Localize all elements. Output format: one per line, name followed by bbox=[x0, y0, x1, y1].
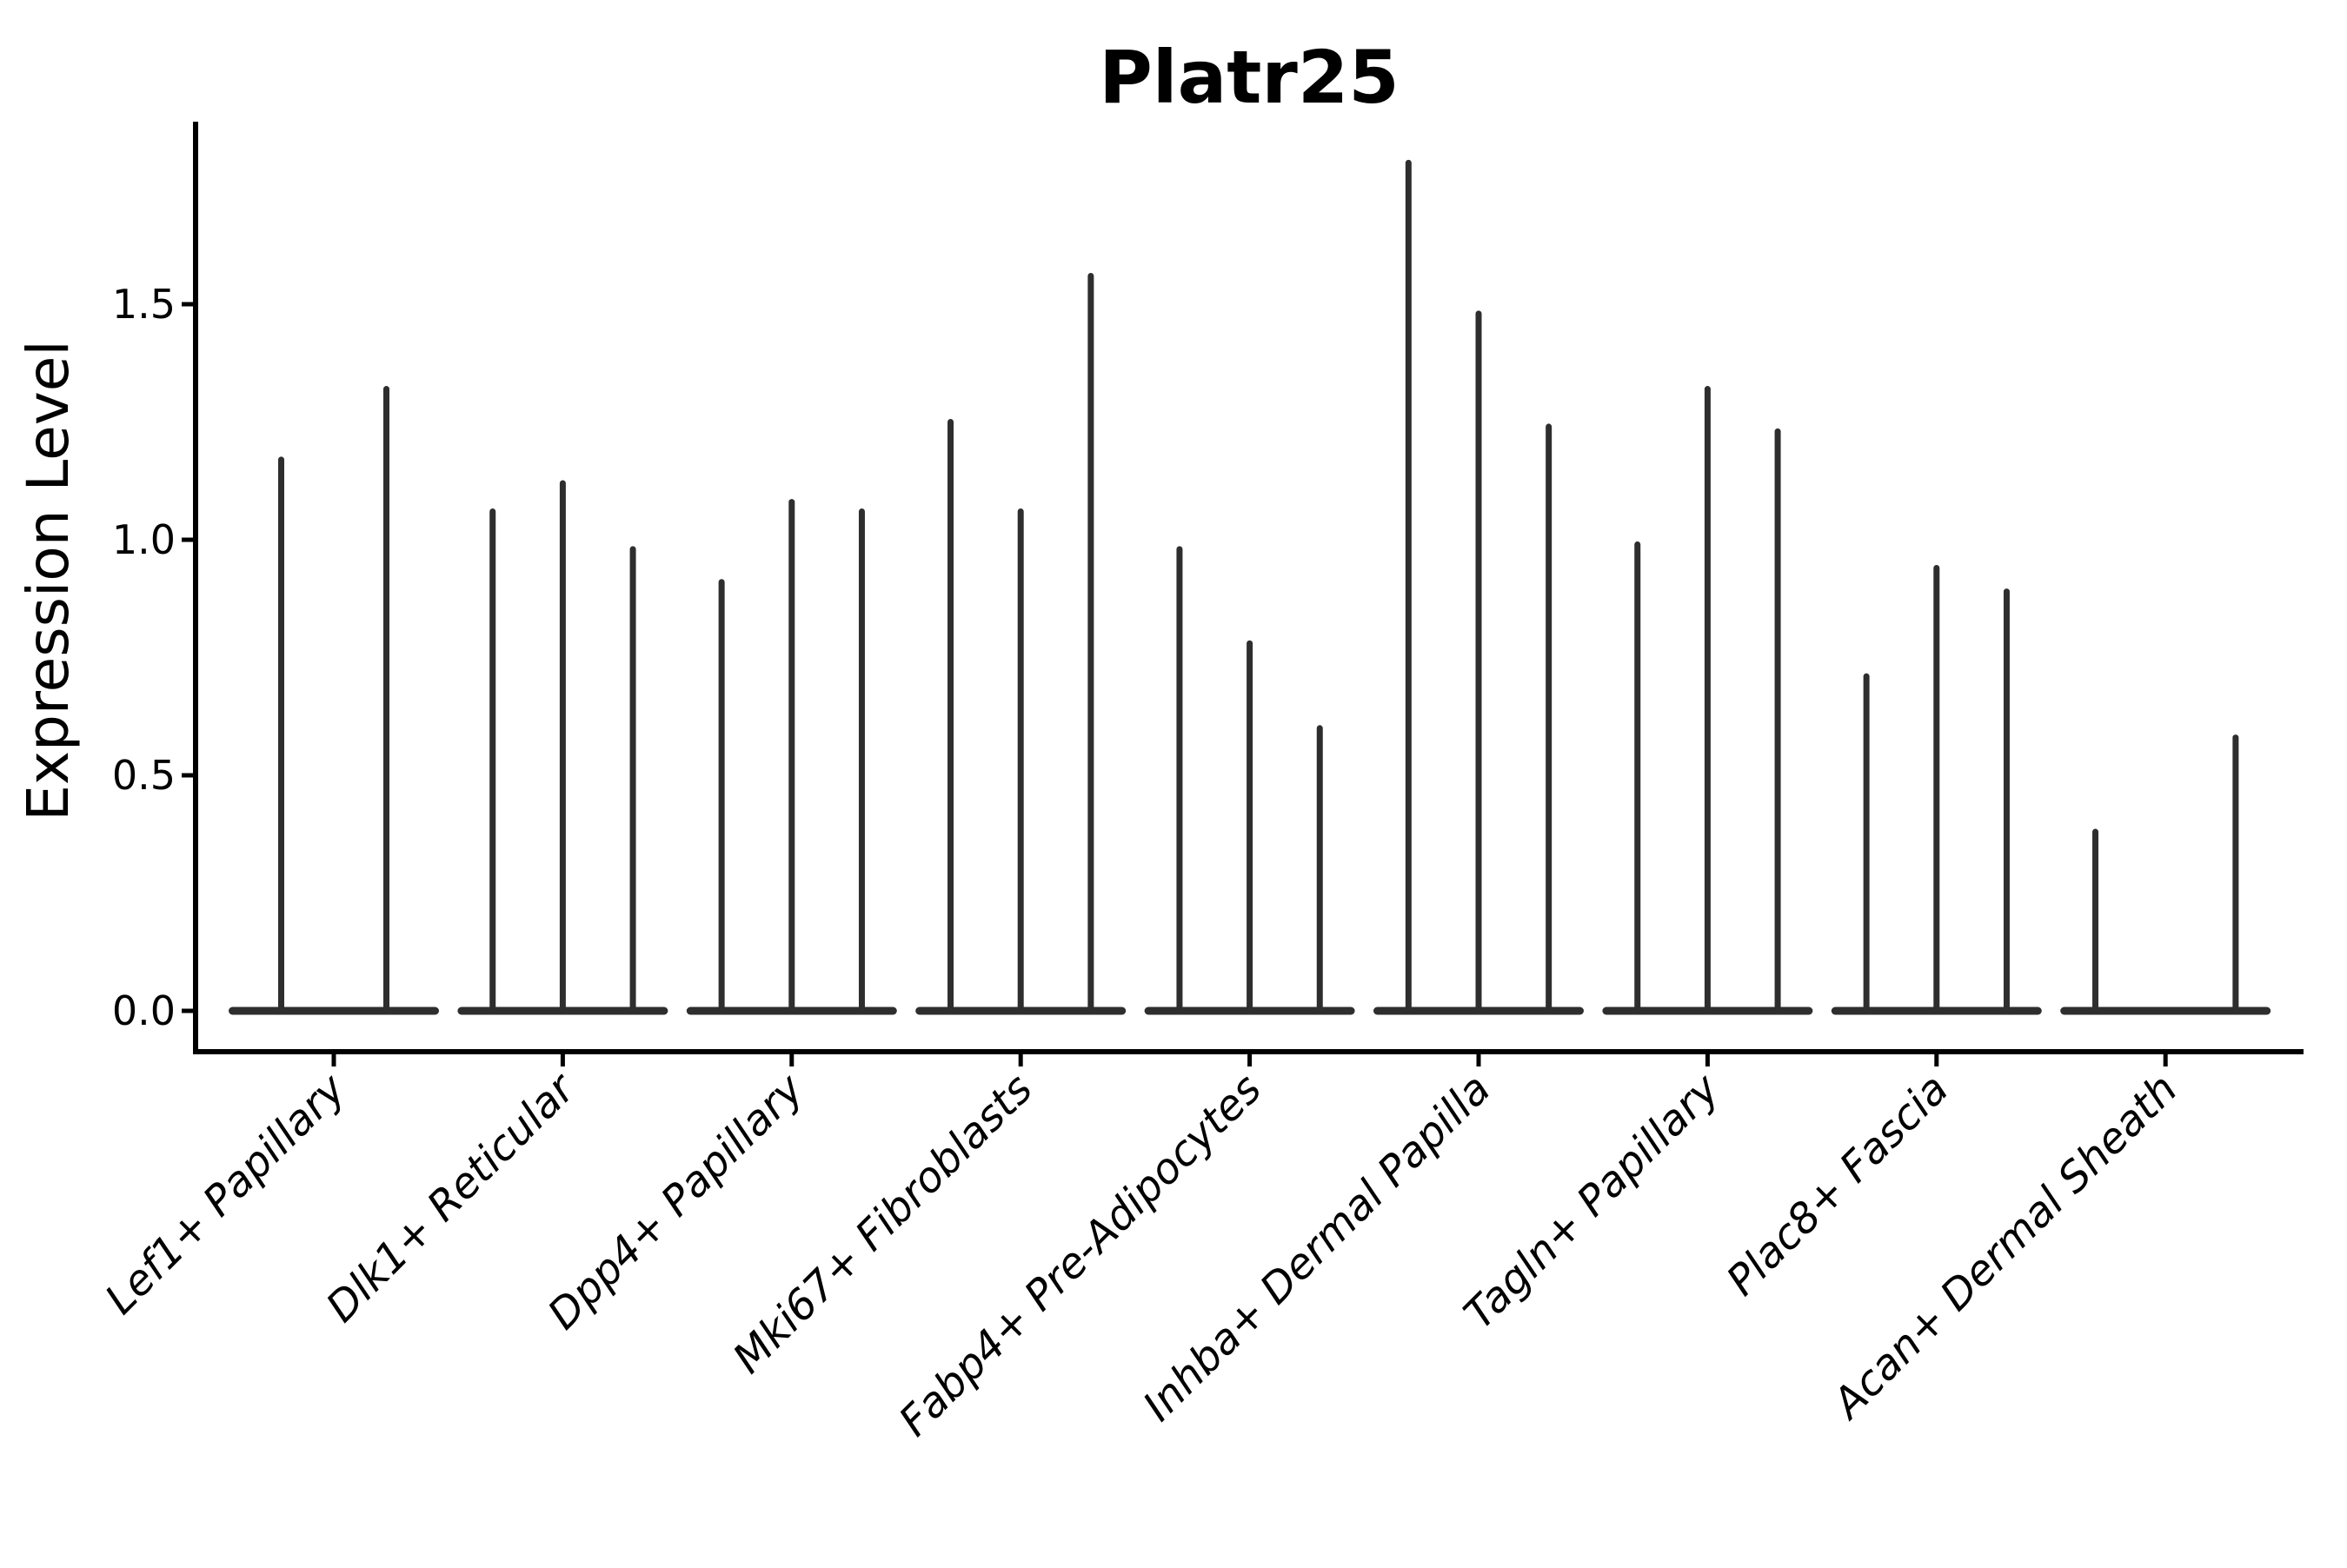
violin-group bbox=[686, 499, 897, 1015]
violin-group bbox=[915, 272, 1127, 1015]
y-tick-label: 1.5 bbox=[112, 281, 176, 328]
x-tick-label: Tagln+ Papillary bbox=[1455, 1064, 1730, 1339]
violin-group bbox=[229, 386, 439, 1015]
y-ticks bbox=[182, 302, 196, 1013]
violin-group bbox=[1602, 386, 1813, 1015]
y-axis-label: Expression Level bbox=[15, 340, 82, 821]
y-tick-labels: 0.0 0.5 1.0 1.5 bbox=[112, 281, 176, 1034]
x-tick-label: Plac8+ Fascia bbox=[1718, 1065, 1958, 1306]
y-tick-label: 0.0 bbox=[112, 987, 176, 1034]
x-ticks bbox=[331, 1052, 2168, 1066]
violin-group bbox=[2060, 734, 2271, 1015]
violin-group bbox=[457, 480, 668, 1015]
x-tick-label: Dpp4+ Papillary bbox=[539, 1064, 814, 1339]
violin-base bbox=[2060, 1007, 2271, 1015]
x-tick-label: Fabp4+ Pre-Adipocytes bbox=[890, 1065, 1272, 1446]
y-axis: 0.0 0.5 1.0 1.5 bbox=[112, 122, 198, 1054]
y-tick-label: 1.0 bbox=[112, 516, 176, 563]
violins bbox=[229, 159, 2271, 1015]
x-tick-label: Lef1+ Papillary bbox=[96, 1064, 356, 1324]
chart-title: Platr25 bbox=[1099, 35, 1400, 120]
x-tick-label: Dlk1+ Reticular bbox=[317, 1063, 587, 1332]
violin-group bbox=[1373, 159, 1584, 1015]
violin-base bbox=[229, 1007, 439, 1015]
y-tick-label: 0.5 bbox=[112, 752, 176, 799]
violin-group bbox=[1831, 565, 2042, 1015]
violin-group bbox=[1144, 546, 1355, 1015]
